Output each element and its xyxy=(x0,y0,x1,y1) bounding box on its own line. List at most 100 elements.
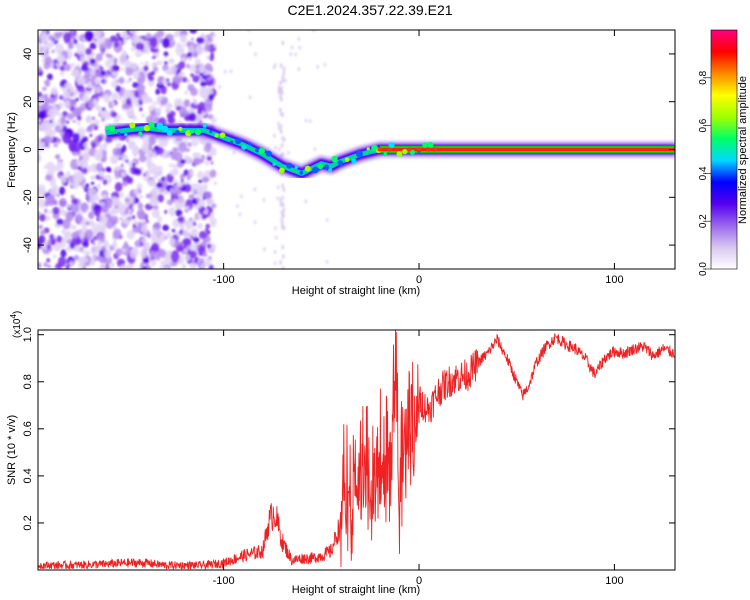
snr-multiplier: (x104) xyxy=(9,311,23,338)
noise-blob xyxy=(172,147,179,153)
noise-blob xyxy=(90,122,96,129)
noise-blob xyxy=(206,76,211,81)
noise-blob xyxy=(101,117,106,122)
noise-blob xyxy=(229,69,233,74)
noise-blob xyxy=(172,167,179,176)
noise-blob xyxy=(142,258,150,264)
noise-blob xyxy=(132,162,136,167)
noise-blob xyxy=(187,142,192,147)
noise-blob xyxy=(104,249,112,259)
noise-blob xyxy=(192,221,197,227)
noise-blob xyxy=(254,52,257,57)
noise-blob xyxy=(186,63,190,69)
noise-blob xyxy=(201,176,209,183)
noise-blob xyxy=(278,125,281,131)
noise-blob xyxy=(48,210,53,215)
noise-blob xyxy=(76,84,85,93)
noise-blob xyxy=(118,54,128,64)
noise-blob xyxy=(65,211,74,222)
trace-hotspot xyxy=(387,147,393,152)
noise-blob xyxy=(112,71,119,77)
trace-blob xyxy=(189,129,194,134)
colorbar-tick-label: 0.4 xyxy=(698,166,709,180)
noise-blob xyxy=(39,33,49,44)
noise-blob xyxy=(119,264,129,269)
trace-blob xyxy=(299,170,304,175)
noise-blob xyxy=(56,54,66,64)
noise-blob xyxy=(174,30,179,35)
noise-blob xyxy=(200,206,206,212)
noise-blob xyxy=(95,53,103,62)
noise-blob xyxy=(150,259,157,267)
noise-blob xyxy=(193,236,200,244)
noise-blob xyxy=(203,258,212,266)
y-tick-label: 1.0 xyxy=(22,327,34,342)
noise-blob xyxy=(131,214,136,220)
noise-blob xyxy=(38,104,43,112)
noise-blob xyxy=(194,58,202,66)
noise-blob xyxy=(133,188,139,195)
trace-blob xyxy=(427,141,434,148)
noise-blob xyxy=(126,194,130,200)
colorbar-tick-label: 0.6 xyxy=(698,118,709,132)
noise-blob xyxy=(189,30,198,34)
noise-blob xyxy=(46,111,51,116)
noise-blob xyxy=(49,187,57,197)
noise-blob xyxy=(166,231,172,238)
noise-blob xyxy=(276,185,280,190)
noise-blob xyxy=(195,64,201,69)
noise-blob xyxy=(78,155,83,161)
noise-blob xyxy=(70,224,77,231)
noise-blob xyxy=(92,86,96,90)
noise-blob xyxy=(151,209,161,219)
noise-blob xyxy=(182,44,187,48)
noise-blob xyxy=(127,216,132,221)
noise-blob xyxy=(164,190,170,195)
colorbar-tick-label: 0.8 xyxy=(698,70,709,84)
noise-blob xyxy=(58,31,64,37)
noise-blob xyxy=(159,265,164,269)
noise-blob xyxy=(60,117,67,125)
noise-blob xyxy=(253,187,257,192)
noise-blob xyxy=(100,51,105,55)
noise-blob xyxy=(94,86,102,94)
trace-blob xyxy=(105,125,110,131)
noise-blob xyxy=(153,101,157,106)
noise-blob xyxy=(84,229,94,240)
noise-blob xyxy=(278,107,282,113)
noise-blob xyxy=(55,62,60,67)
noise-blob xyxy=(107,198,113,202)
noise-blob xyxy=(145,193,150,199)
noise-blob xyxy=(205,223,211,229)
noise-blob xyxy=(165,107,171,115)
noise-blob xyxy=(178,141,187,153)
noise-blob xyxy=(192,98,197,103)
noise-blob xyxy=(93,30,102,39)
noise-blob xyxy=(282,137,286,142)
trace-blob xyxy=(422,142,428,148)
noise-blob xyxy=(46,258,51,263)
y-tick-label: 20 xyxy=(22,96,34,108)
noise-blob xyxy=(282,66,286,72)
noise-blob xyxy=(133,197,140,204)
noise-blob xyxy=(281,224,284,230)
noise-blob xyxy=(101,107,106,111)
noise-blob xyxy=(158,249,167,258)
noise-blob xyxy=(147,75,155,82)
noise-blob xyxy=(75,97,79,102)
noise-blob xyxy=(140,113,146,118)
noise-blob xyxy=(47,264,52,269)
noise-blob xyxy=(192,51,198,58)
noise-blob xyxy=(157,216,163,223)
noise-blob xyxy=(46,244,51,250)
noise-blob xyxy=(78,262,85,269)
noise-blob xyxy=(189,171,194,176)
noise-blob xyxy=(142,173,147,177)
noise-blob xyxy=(190,189,194,194)
noise-blob xyxy=(204,160,209,166)
noise-blob xyxy=(179,173,185,180)
colorbar-label: Normalized spectral amplitude xyxy=(737,76,749,224)
noise-blob xyxy=(279,259,282,265)
noise-blob xyxy=(61,229,67,235)
